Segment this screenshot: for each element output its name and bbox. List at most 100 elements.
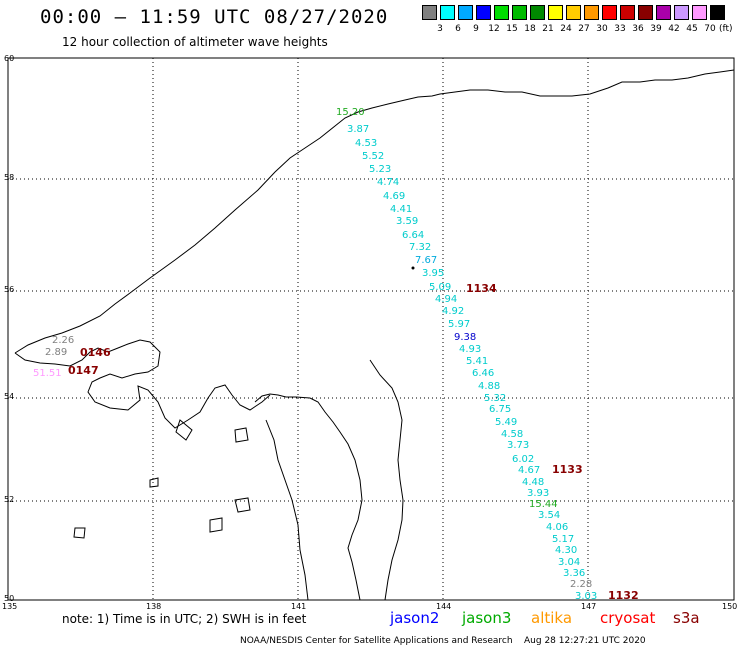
sakhalin-island (254, 393, 363, 601)
wave-height-label: 5.09 (429, 282, 452, 293)
lat-label-58: 58 (4, 173, 15, 182)
wave-height-label: 3.87 (347, 124, 370, 135)
wave-height-label: 3.03 (575, 591, 598, 602)
pass-time-label: 0146 (80, 346, 111, 359)
lat-label-52: 52 (4, 495, 15, 504)
pass-time-label: 1134 (466, 282, 497, 295)
scale-swatch (566, 5, 581, 20)
lon-label-144: 144 (436, 602, 452, 611)
pass-time-label: 1132 (608, 589, 639, 602)
wave-height-label: 7.67 (415, 255, 438, 266)
wave-height-label: 4.58 (501, 429, 524, 440)
wave-height-label: 4.30 (555, 545, 578, 556)
wave-height-label: 5.97 (448, 319, 471, 330)
scale-label: 3 (437, 24, 443, 34)
wave-height-label: 6.46 (472, 368, 495, 379)
wave-height-label: 6.02 (512, 454, 535, 465)
scale-label: 27 (578, 24, 590, 34)
mainland-north-coast (14, 69, 735, 354)
page-title: 00:00 — 11:59 UTC 08/27/2020 (40, 6, 389, 28)
wave-height-label: 5.23 (369, 164, 392, 175)
scale-swatch (422, 5, 437, 20)
wave-height-label: 3.95 (422, 268, 445, 279)
wave-height-label: 4.74 (377, 177, 400, 188)
scale-label: 45 (686, 24, 698, 34)
scale-swatch (494, 5, 509, 20)
wave-height-label: 2.28 (570, 579, 593, 590)
scale-swatch (638, 5, 653, 20)
scale-label: 21 (542, 24, 554, 34)
scale-swatch (512, 5, 527, 20)
island-chain-5 (73, 527, 86, 539)
lat-label-54: 54 (4, 392, 15, 401)
scale-swatch (476, 5, 491, 20)
wave-height-label: 3.04 (558, 557, 581, 568)
footer-note: note: 1) Time is in UTC; 2) SWH is in fe… (62, 612, 307, 626)
shantar-coast (14, 339, 271, 429)
scale-swatch (548, 5, 563, 20)
scale-label: 39 (650, 24, 662, 34)
scale-label: 15 (506, 24, 518, 34)
legend-cryosat: cryosat (600, 609, 656, 627)
island-chain-1 (175, 419, 193, 441)
scale-label: 12 (488, 24, 500, 34)
wave-height-label: 5.17 (552, 534, 575, 545)
wave-height-label: 7.32 (409, 242, 432, 253)
wave-height-label: 4.06 (546, 522, 569, 533)
scale-label: 36 (632, 24, 644, 34)
wave-height-label: 2.89 (45, 347, 68, 358)
scale-swatch (584, 5, 599, 20)
wave-height-label: 5.52 (362, 151, 385, 162)
wave-height-label: 5.49 (495, 417, 518, 428)
lon-label-147: 147 (581, 602, 597, 611)
scale-unit: (ft) (719, 24, 733, 34)
lon-label-141: 141 (291, 602, 307, 611)
scale-swatch (620, 5, 635, 20)
wave-height-label: 4.53 (355, 138, 378, 149)
scale-swatch (458, 5, 473, 20)
scale-label: 18 (524, 24, 536, 34)
wave-height-label: 4.92 (442, 306, 465, 317)
wave-height-label: 4.67 (518, 465, 541, 476)
scale-label: 70 (704, 24, 716, 34)
scale-swatch (602, 5, 617, 20)
footer-credit: NOAA/NESDIS Center for Satellite Applica… (240, 636, 646, 646)
scale-swatch (692, 5, 707, 20)
wave-height-label: 15.20 (336, 107, 365, 118)
wave-height-label: 4.69 (383, 191, 406, 202)
wave-height-label: 51.51 (33, 368, 62, 379)
wave-height-label: 3.54 (538, 510, 561, 521)
wave-height-label: 9.38 (454, 332, 477, 343)
wave-height-label: 4.88 (478, 381, 501, 392)
wave-height-label: 4.41 (390, 204, 413, 215)
island-chain-6 (149, 477, 159, 488)
lon-label-135: 135 (2, 602, 18, 611)
lat-label-50: 50 (4, 594, 15, 603)
lon-label-150: 150 (722, 602, 738, 611)
scale-label: 6 (455, 24, 461, 34)
lat-label-60: 60 (4, 54, 15, 63)
legend-jason3: jason3 (462, 609, 512, 627)
pass-time-label: 0147 (68, 364, 99, 377)
page-subtitle: 12 hour collection of altimeter wave hei… (62, 35, 328, 49)
legend-altika: altika (531, 609, 573, 627)
scale-swatch (674, 5, 689, 20)
obs-marker (411, 266, 415, 270)
pass-time-label: 1133 (552, 463, 583, 476)
scale-swatch (656, 5, 671, 20)
wave-height-label: 4.48 (522, 477, 545, 488)
scale-label: 24 (560, 24, 572, 34)
coastline (14, 69, 735, 601)
island-chain-3 (234, 497, 251, 513)
wave-height-label: 5.32 (484, 393, 507, 404)
wave-height-label: 3.59 (396, 216, 419, 227)
legend-s3a: s3a (673, 609, 700, 627)
lat-label-56: 56 (4, 285, 15, 294)
wave-height-label: 4.94 (435, 294, 458, 305)
scale-label: 9 (473, 24, 479, 34)
scale-label: 42 (668, 24, 680, 34)
wave-height-label: 5.41 (466, 356, 489, 367)
island-chain-2 (234, 427, 249, 443)
scale-swatch (710, 5, 725, 20)
